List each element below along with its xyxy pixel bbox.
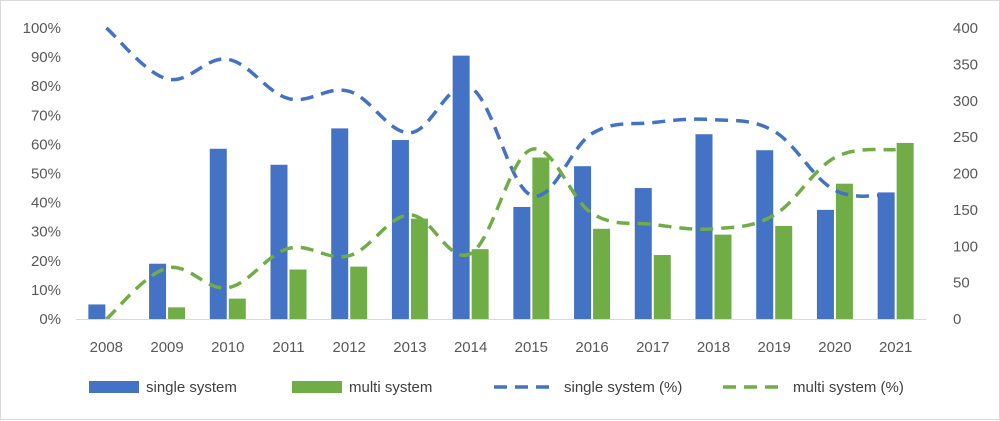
legend-label-multi-system-: multi system (%) xyxy=(793,379,904,396)
bar-multi-system-2012 xyxy=(350,266,368,319)
left-tick-label: 10% xyxy=(31,282,61,299)
x-tick-label: 2012 xyxy=(333,339,366,356)
legend-label-multi-system: multi system xyxy=(349,379,432,396)
bar-single-system-2010 xyxy=(209,148,227,319)
right-axis-ticks: 0 50 100 150 200 250 300 350 400 xyxy=(953,20,978,328)
x-tick-label: 2017 xyxy=(636,339,669,356)
bar-single-system-2017 xyxy=(634,188,652,319)
x-tick-label: 2013 xyxy=(393,339,426,356)
left-tick-label: 90% xyxy=(31,49,61,66)
bar-multi-system-2009 xyxy=(168,307,186,319)
right-tick-label: 400 xyxy=(953,20,978,37)
left-tick-label: 70% xyxy=(31,107,61,124)
bar-multi-system-2018 xyxy=(714,234,732,319)
right-tick-label: 350 xyxy=(953,56,978,73)
x-tick-label: 2010 xyxy=(211,339,244,356)
x-tick-label: 2016 xyxy=(575,339,608,356)
left-tick-label: 80% xyxy=(31,78,61,95)
right-tick-label: 0 xyxy=(953,311,961,328)
x-tick-label: 2008 xyxy=(90,339,123,356)
bar-multi-system-2020 xyxy=(835,183,853,319)
bar-multi-system-2010 xyxy=(228,298,246,319)
x-axis-ticks: 2008 2009 2010 2011 2012 2013 2014 2015 2016 2017… xyxy=(90,339,913,356)
x-tick-label: 2019 xyxy=(758,339,791,356)
bar-multi-system-2013 xyxy=(410,218,428,319)
x-tick-label: 2018 xyxy=(697,339,730,356)
legend-swatch-multi-system xyxy=(292,381,342,393)
bar-single-system-2009 xyxy=(149,263,167,319)
bar-multi-system-2019 xyxy=(775,225,793,319)
bar-single-system-2020 xyxy=(816,209,834,319)
bar-single-system-2011 xyxy=(270,164,288,319)
legend-label-single-system-: single system (%) xyxy=(564,379,682,396)
bar-single-system-2014 xyxy=(452,55,470,320)
x-tick-label: 2014 xyxy=(454,339,487,356)
bar-single-system-2013 xyxy=(391,140,409,319)
left-tick-label: 50% xyxy=(31,166,61,183)
left-axis-ticks: 0% 10% 20% 30% 40% 50% 60% 70% 80% 90% 100% xyxy=(23,20,61,328)
legend-label-single-system: single system xyxy=(146,379,237,396)
bar-single-system-2008 xyxy=(88,304,106,319)
right-tick-label: 100 xyxy=(953,238,978,255)
line-multi-system- xyxy=(105,147,896,321)
bar-single-system-2016 xyxy=(574,166,592,319)
bar-multi-system-2015 xyxy=(532,157,550,319)
lines-layer xyxy=(105,26,896,321)
x-tick-label: 2011 xyxy=(272,339,304,356)
left-tick-label: 30% xyxy=(31,224,61,241)
bar-single-system-2018 xyxy=(695,134,713,319)
right-tick-label: 250 xyxy=(953,129,978,146)
x-tick-label: 2009 xyxy=(150,339,183,356)
left-tick-label: 0% xyxy=(39,311,61,328)
left-tick-label: 40% xyxy=(31,195,61,212)
bar-multi-system-2021 xyxy=(896,142,914,319)
x-tick-label: 2021 xyxy=(879,339,912,356)
bars-layer xyxy=(88,55,914,320)
bar-multi-system-2011 xyxy=(289,269,307,319)
line-single-system- xyxy=(105,26,896,198)
legend-swatch-single-system xyxy=(89,381,139,393)
right-tick-label: 150 xyxy=(953,202,978,219)
bar-multi-system-2014 xyxy=(471,249,489,319)
bar-single-system-2015 xyxy=(513,206,531,319)
x-tick-label: 2015 xyxy=(515,339,548,356)
left-tick-label: 60% xyxy=(31,136,61,153)
bar-multi-system-2017 xyxy=(653,254,671,319)
right-tick-label: 200 xyxy=(953,166,978,183)
left-tick-label: 20% xyxy=(31,253,61,270)
bar-single-system-2019 xyxy=(756,150,774,319)
left-tick-label: 100% xyxy=(23,20,61,37)
bar-single-system-2012 xyxy=(331,128,349,319)
bar-single-system-2021 xyxy=(877,192,895,319)
right-tick-label: 300 xyxy=(953,93,978,110)
x-tick-label: 2020 xyxy=(818,339,851,356)
legend: single system multi system single system (… xyxy=(89,379,904,396)
right-tick-label: 50 xyxy=(953,275,970,292)
bar-multi-system-2016 xyxy=(593,228,611,319)
